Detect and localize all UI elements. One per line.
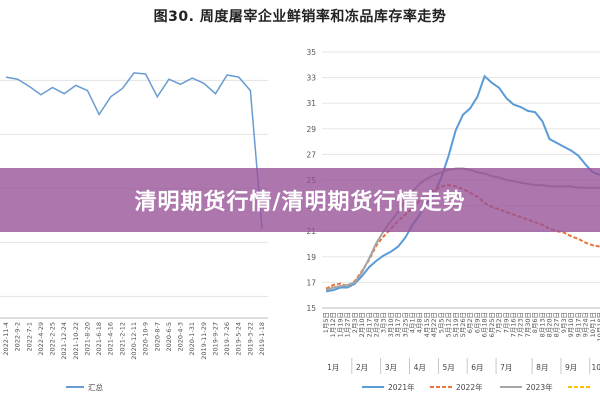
left-legend-label: 汇总: [88, 382, 103, 392]
right-month-label: 7月: [500, 363, 512, 372]
right-x-tick-label: 5月19日: [452, 312, 460, 337]
right-y-tick-label: 19: [306, 253, 316, 262]
right-x-tick-label: 5月12日: [445, 312, 453, 337]
right-legend-label: 2022年: [456, 382, 483, 392]
right-x-tick-label: 8月6日: [531, 312, 539, 333]
left-x-tick-label: 2020-12-11: [130, 322, 138, 360]
right-legend-label: 2021年: [388, 382, 415, 392]
left-x-tick-label: 2019-11-29: [200, 322, 208, 360]
left-x-tick-label: 2021-2-12: [118, 322, 126, 356]
right-y-tick-label: 27: [306, 150, 316, 159]
left-x-tick-label: 2022-11-4: [2, 322, 10, 356]
left-x-tick-label: 2020-10-9: [142, 322, 150, 356]
left-x-tick-label: 2021-10-22: [72, 322, 80, 360]
right-x-tick-label: 4月1日: [409, 312, 417, 333]
left-x-tick-label: 2022-4-29: [37, 322, 45, 356]
right-x-tick-label: 5月26日: [459, 312, 467, 337]
overlay-banner-text: 清明期货行情/清明期货行情走势: [134, 190, 466, 215]
right-x-tick-label: 7月23日: [517, 312, 525, 337]
right-legend-label: 2023年: [526, 382, 553, 392]
left-x-tick-label: 2022-7-1: [25, 322, 33, 352]
right-x-tick-label: 8月27日: [553, 312, 561, 337]
left-x-tick-label: 2022-9-2: [14, 322, 22, 352]
right-x-tick-label: 8月13日: [538, 312, 546, 337]
left-x-tick-label: 2020-1-31: [188, 322, 196, 356]
left-x-tick-label: 2020-4-3: [177, 322, 185, 352]
right-x-tick-label: 4月8日: [416, 312, 424, 333]
right-y-tick-label: 17: [306, 278, 316, 287]
left-x-tick-label: 2021-12-24: [60, 322, 68, 360]
overlay-banner: [0, 168, 600, 232]
right-x-tick-label: 6月25日: [488, 312, 496, 337]
right-x-tick-label: 1月27日: [344, 312, 352, 337]
right-month-label: 2月: [356, 363, 368, 372]
right-x-tick-label: 9月24日: [582, 312, 590, 337]
right-series-line-0: [325, 74, 600, 293]
right-x-tick-label: 9月3日: [560, 312, 568, 333]
right-y-tick-label: 35: [306, 48, 316, 57]
right-x-tick-label: 4月22日: [430, 312, 438, 337]
right-x-tick-label: 4月15日: [423, 312, 431, 337]
right-x-tick-label: 3月17日: [394, 312, 402, 337]
right-x-tick-label: 6月2日: [466, 312, 474, 333]
right-month-label: 3月: [385, 363, 397, 372]
right-month-label: 4月: [414, 363, 426, 372]
left-chart: 2022-11-4 2022-9-2 2022-7-1 2022-4-29 2022-2…: [0, 72, 268, 392]
right-month-label: 10月: [591, 363, 600, 372]
right-x-tick-label: 6月18日: [481, 312, 489, 337]
right-month-label: 5月: [442, 363, 454, 372]
right-x-tick-label: 7月9日: [502, 312, 510, 333]
figure-title: 图30. 周度屠宰企业鲜销率和冻品库存率走势: [153, 9, 447, 25]
right-x-tick-label: 10月1日: [589, 312, 597, 337]
right-x-tick-label: 7月2日: [495, 312, 503, 333]
right-x-tick-label: 2月17日: [365, 312, 373, 337]
left-x-tick-label: 2022-2-25: [49, 322, 57, 356]
right-x-tick-label: 6月9日: [473, 312, 481, 333]
right-x-tick-label: 2月10日: [358, 312, 366, 337]
right-x-tick-label: 1月5日: [322, 312, 330, 333]
left-x-tick-label: 2021-8-20: [83, 322, 91, 356]
right-x-tick-label: 3月25日: [401, 312, 409, 337]
left-x-tick-label: 2020-6-5: [165, 322, 173, 352]
right-x-tick-label: 3月3日: [380, 312, 388, 333]
right-x-tick-label: 10月18日: [596, 312, 600, 342]
left-x-tick-label: 2021-6-18: [95, 322, 103, 356]
right-month-label: 1月: [327, 363, 339, 372]
right-x-tick-label: 9月10日: [567, 312, 575, 337]
right-x-tick-label: 3月10日: [387, 312, 395, 337]
right-y-tick-label: 15: [306, 304, 316, 313]
right-month-label: 6月: [471, 363, 483, 372]
right-y-tick-label: 33: [306, 74, 316, 83]
right-x-tick-label: 1月19日: [336, 312, 344, 337]
right-x-tick-label: 5月5日: [437, 312, 445, 333]
left-x-tick-label: 2019-9-27: [211, 322, 219, 356]
right-y-tick-label: 31: [306, 99, 316, 108]
right-x-tick-label: 7月16日: [509, 312, 517, 337]
left-x-tick-label: 2019-7-26: [223, 322, 231, 356]
left-x-tick-label: 2019-5-24: [235, 322, 243, 356]
right-x-tick-label: 2月24日: [372, 312, 380, 337]
left-x-tick-label: 2020-8-7: [153, 322, 161, 352]
left-x-tick-label: 2021-4-16: [107, 322, 115, 356]
right-x-tick-label: 7月30日: [524, 312, 532, 337]
right-y-tick-label: 29: [306, 125, 316, 134]
right-x-tick-label: 8月20日: [546, 312, 554, 337]
right-x-tick-label: 9月17日: [574, 312, 582, 337]
right-x-tick-label: 1月12日: [329, 312, 337, 337]
left-x-tick-label: 2019-1-18: [258, 322, 266, 356]
left-x-tick-label: 2019-3-22: [246, 322, 254, 356]
right-x-tick-label: 2月3日: [351, 312, 359, 333]
right-month-label: 9月: [565, 363, 577, 372]
right-month-label: 8月: [536, 363, 548, 372]
